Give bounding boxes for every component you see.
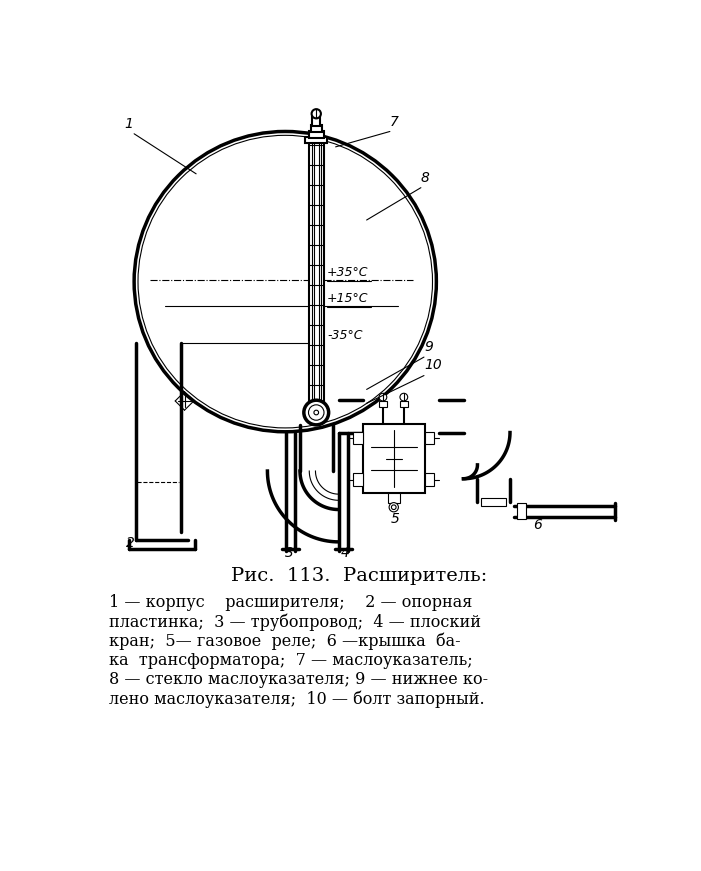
Bar	[425, 473, 434, 486]
Text: -35°C: -35°C	[327, 328, 362, 341]
Circle shape	[400, 394, 408, 401]
Bar	[517, 503, 526, 519]
Bar	[353, 432, 362, 444]
Bar	[311, 125, 322, 132]
Text: 10: 10	[425, 358, 442, 372]
Circle shape	[389, 503, 398, 512]
Text: 8: 8	[421, 171, 430, 185]
Bar	[388, 493, 400, 503]
Bar	[400, 401, 408, 407]
Text: 1 — корпус    расширителя;    2 — опорная: 1 — корпус расширителя; 2 — опорная	[109, 594, 472, 611]
Text: 3: 3	[285, 545, 293, 559]
Circle shape	[304, 400, 329, 425]
Text: 1: 1	[125, 117, 134, 131]
Bar	[362, 424, 425, 493]
Text: 8 — стекло маслоуказателя; 9 — нижнее ко-: 8 — стекло маслоуказателя; 9 — нижнее ко…	[109, 672, 489, 688]
Text: 9: 9	[425, 340, 434, 354]
Text: 7: 7	[390, 115, 399, 129]
Text: 6: 6	[533, 517, 542, 532]
Circle shape	[379, 394, 387, 401]
Text: Рис.  113.  Расширитель:: Рис. 113. Расширитель:	[231, 566, 487, 584]
Bar	[425, 432, 434, 444]
Text: +15°C: +15°C	[327, 292, 369, 305]
Text: 5: 5	[390, 511, 400, 525]
Text: кран;  5— газовое  реле;  6 —крышка  ба-: кран; 5— газовое реле; 6 —крышка ба-	[109, 632, 461, 651]
Bar	[482, 498, 506, 506]
Bar	[308, 131, 324, 138]
Bar	[353, 473, 362, 486]
Bar	[306, 137, 327, 143]
Text: ка  трансформатора;  7 — маслоуказатель;: ка трансформатора; 7 — маслоуказатель;	[109, 652, 473, 669]
Text: пластинка;  3 — трубопровод;  4 — плоский: пластинка; 3 — трубопровод; 4 — плоский	[109, 613, 482, 631]
Text: +35°C: +35°C	[327, 266, 369, 279]
Text: лено маслоуказателя;  10 — болт запорный.: лено маслоуказателя; 10 — болт запорный.	[109, 691, 485, 708]
Bar	[379, 401, 387, 407]
Text: 4: 4	[340, 545, 349, 559]
Text: 2: 2	[126, 537, 135, 550]
Bar	[313, 117, 320, 126]
Circle shape	[312, 109, 321, 118]
Circle shape	[314, 410, 318, 415]
